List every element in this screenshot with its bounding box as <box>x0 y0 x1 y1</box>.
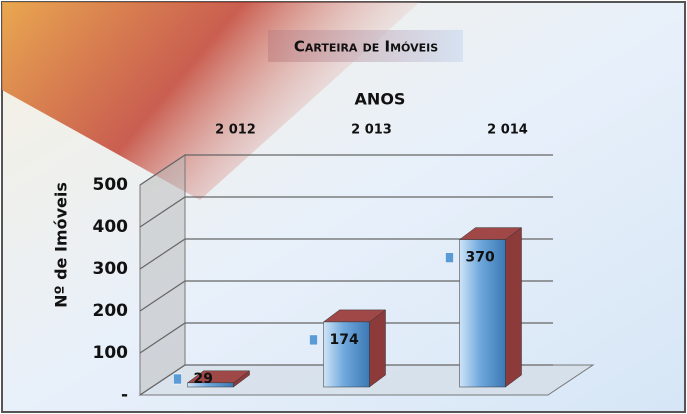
title-box <box>268 30 463 62</box>
side-wall <box>139 154 186 396</box>
label-key <box>309 334 318 346</box>
grid-line <box>139 280 553 312</box>
data-label: 370 <box>466 250 495 266</box>
x-axis-title: ANOS <box>355 90 406 109</box>
grid-line <box>139 154 553 186</box>
y-tick-label: 300 <box>93 259 129 279</box>
chart-title: Carteira de Imóveis <box>294 38 438 56</box>
y-tick-label: - <box>121 385 128 405</box>
grid-line <box>139 238 553 270</box>
y-tick-label: 200 <box>93 301 129 321</box>
y-tick-label: 100 <box>93 343 129 363</box>
y-axis-title: Nº de Imóveis <box>52 182 71 308</box>
x-tick-label: 2 013 <box>351 123 392 138</box>
y-tick-label: 500 <box>93 175 129 195</box>
bar <box>187 382 234 388</box>
x-tick-label: 2 014 <box>487 123 528 138</box>
grid-line <box>139 364 553 396</box>
bar <box>459 239 506 388</box>
data-label: 29 <box>194 371 213 387</box>
label-key <box>445 252 454 263</box>
bar <box>323 321 370 388</box>
grid-line <box>139 196 553 228</box>
label-key <box>173 373 182 385</box>
x-tick-label: 2 012 <box>215 123 256 138</box>
y-tick-label: 400 <box>93 217 129 237</box>
bar-side <box>505 227 522 388</box>
bar-side <box>369 309 386 388</box>
data-label: 174 <box>330 332 359 348</box>
grid-line <box>139 322 553 354</box>
